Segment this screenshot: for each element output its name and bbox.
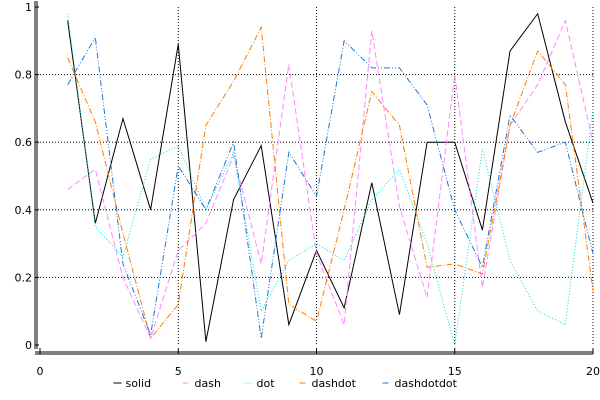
- series-line-solid: [67, 12, 594, 342]
- x-tick-label-1: 5: [175, 365, 182, 378]
- legend-label-solid: solid: [126, 377, 152, 390]
- legend-label-dashdotdot: dashdotdot: [395, 377, 458, 390]
- series-lines: [67, 12, 594, 346]
- series-line-dashdotdot: [67, 35, 594, 339]
- x-tick-label-0: 0: [37, 365, 44, 378]
- y-tick-label-0: 0: [25, 339, 32, 352]
- legend: solid dash dot dashdot dashdotdot: [113, 377, 458, 390]
- x-tick-label-3: 15: [448, 365, 462, 378]
- x-tick-label-2: 10: [310, 365, 324, 378]
- x-tick-label-4: 20: [586, 365, 600, 378]
- y-tick-label-1: 0.2: [15, 271, 33, 284]
- series-line-dashdot: [67, 25, 594, 340]
- y-tick-label-4: 0.8: [15, 69, 33, 82]
- grid: [40, 7, 594, 345]
- y-tick-label-3: 0.6: [15, 136, 33, 149]
- series-line-dash: [67, 18, 594, 340]
- y-tick-label-2: 0.4: [15, 204, 33, 217]
- series-line-dot: [67, 13, 594, 346]
- axes: [34, 1, 594, 355]
- legend-label-dashdot: dashdot: [312, 377, 357, 390]
- legend-label-dash: dash: [195, 377, 221, 390]
- y-tick-label-5: 1: [25, 1, 32, 14]
- tick-labels: 00.20.40.60.810 5 10 15 20: [15, 1, 600, 378]
- legend-label-dot: dot: [257, 377, 276, 390]
